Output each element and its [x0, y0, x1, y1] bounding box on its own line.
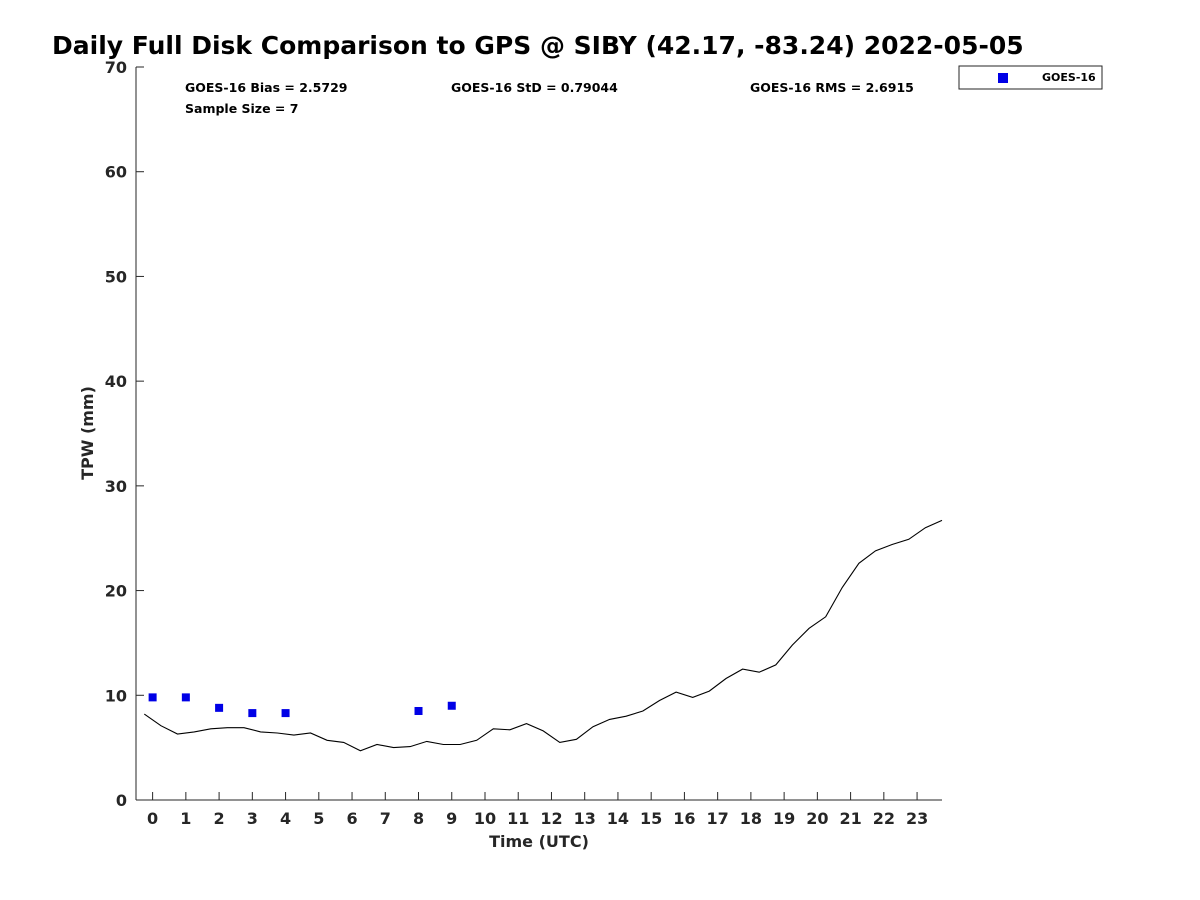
- y-tick-label: 10: [105, 686, 127, 705]
- x-tick-label: 9: [446, 809, 457, 828]
- legend-box: [958, 65, 1103, 90]
- x-tick-label: 22: [873, 809, 895, 828]
- y-tick-label: 30: [105, 477, 127, 496]
- y-tick-label: 50: [105, 267, 127, 286]
- chart-title: Daily Full Disk Comparison to GPS @ SIBY…: [52, 31, 1024, 60]
- goes16-marker: [248, 709, 257, 718]
- x-axis-ticks: 0 1 2 3 4 5 6 7 8 9 10 11 12 13 14 15 16 17 18 19 20 21 22 23: [147, 792, 928, 828]
- y-tick-label: 20: [105, 582, 127, 601]
- x-tick-label: 21: [839, 809, 861, 828]
- legend: GOES-16: [958, 65, 1103, 90]
- legend-marker: [998, 73, 1008, 83]
- stat-bias: GOES-16 Bias = 2.5729: [185, 80, 347, 95]
- x-tick-label: 5: [313, 809, 324, 828]
- goes16-marker: [281, 709, 290, 718]
- x-tick-label: 11: [507, 809, 529, 828]
- x-tick-label: 1: [180, 809, 191, 828]
- x-tick-label: 6: [346, 809, 357, 828]
- x-tick-label: 3: [247, 809, 258, 828]
- x-tick-label: 19: [773, 809, 795, 828]
- stat-sample-size: Sample Size = 7: [185, 101, 298, 116]
- y-axis-ticks: 0 10 20 30 40 50 60 70: [105, 58, 144, 810]
- goes16-marker: [447, 701, 456, 710]
- y-tick-label: 0: [116, 791, 127, 810]
- x-tick-label: 13: [574, 809, 596, 828]
- goes16-marker: [148, 693, 157, 702]
- x-tick-label: 4: [280, 809, 291, 828]
- x-tick-label: 17: [707, 809, 729, 828]
- legend-label-goes16: GOES-16: [1042, 71, 1096, 84]
- x-tick-label: 16: [673, 809, 695, 828]
- x-tick-label: 0: [147, 809, 158, 828]
- gps-tpw-line: [143, 519, 943, 752]
- y-axis-label: TPW (mm): [78, 386, 97, 480]
- y-tick-label: 60: [105, 163, 127, 182]
- x-tick-label: 23: [906, 809, 928, 828]
- goes16-marker: [181, 693, 190, 702]
- series-layer: [143, 519, 943, 752]
- x-tick-label: 2: [214, 809, 225, 828]
- stat-std: GOES-16 StD = 0.79044: [451, 80, 618, 95]
- x-tick-label: 7: [380, 809, 391, 828]
- stat-rms: GOES-16 RMS = 2.6915: [750, 80, 914, 95]
- x-tick-label: 18: [740, 809, 762, 828]
- y-tick-label: 40: [105, 372, 127, 391]
- x-tick-label: 15: [640, 809, 662, 828]
- plot-area: [135, 67, 942, 801]
- x-axis-label: Time (UTC): [489, 832, 589, 851]
- y-tick-label: 70: [105, 58, 127, 77]
- x-tick-label: 8: [413, 809, 424, 828]
- x-tick-label: 10: [474, 809, 496, 828]
- x-tick-label: 12: [540, 809, 562, 828]
- goes16-marker: [414, 706, 423, 715]
- x-tick-label: 14: [607, 809, 629, 828]
- goes16-marker: [215, 703, 224, 712]
- x-tick-label: 20: [806, 809, 828, 828]
